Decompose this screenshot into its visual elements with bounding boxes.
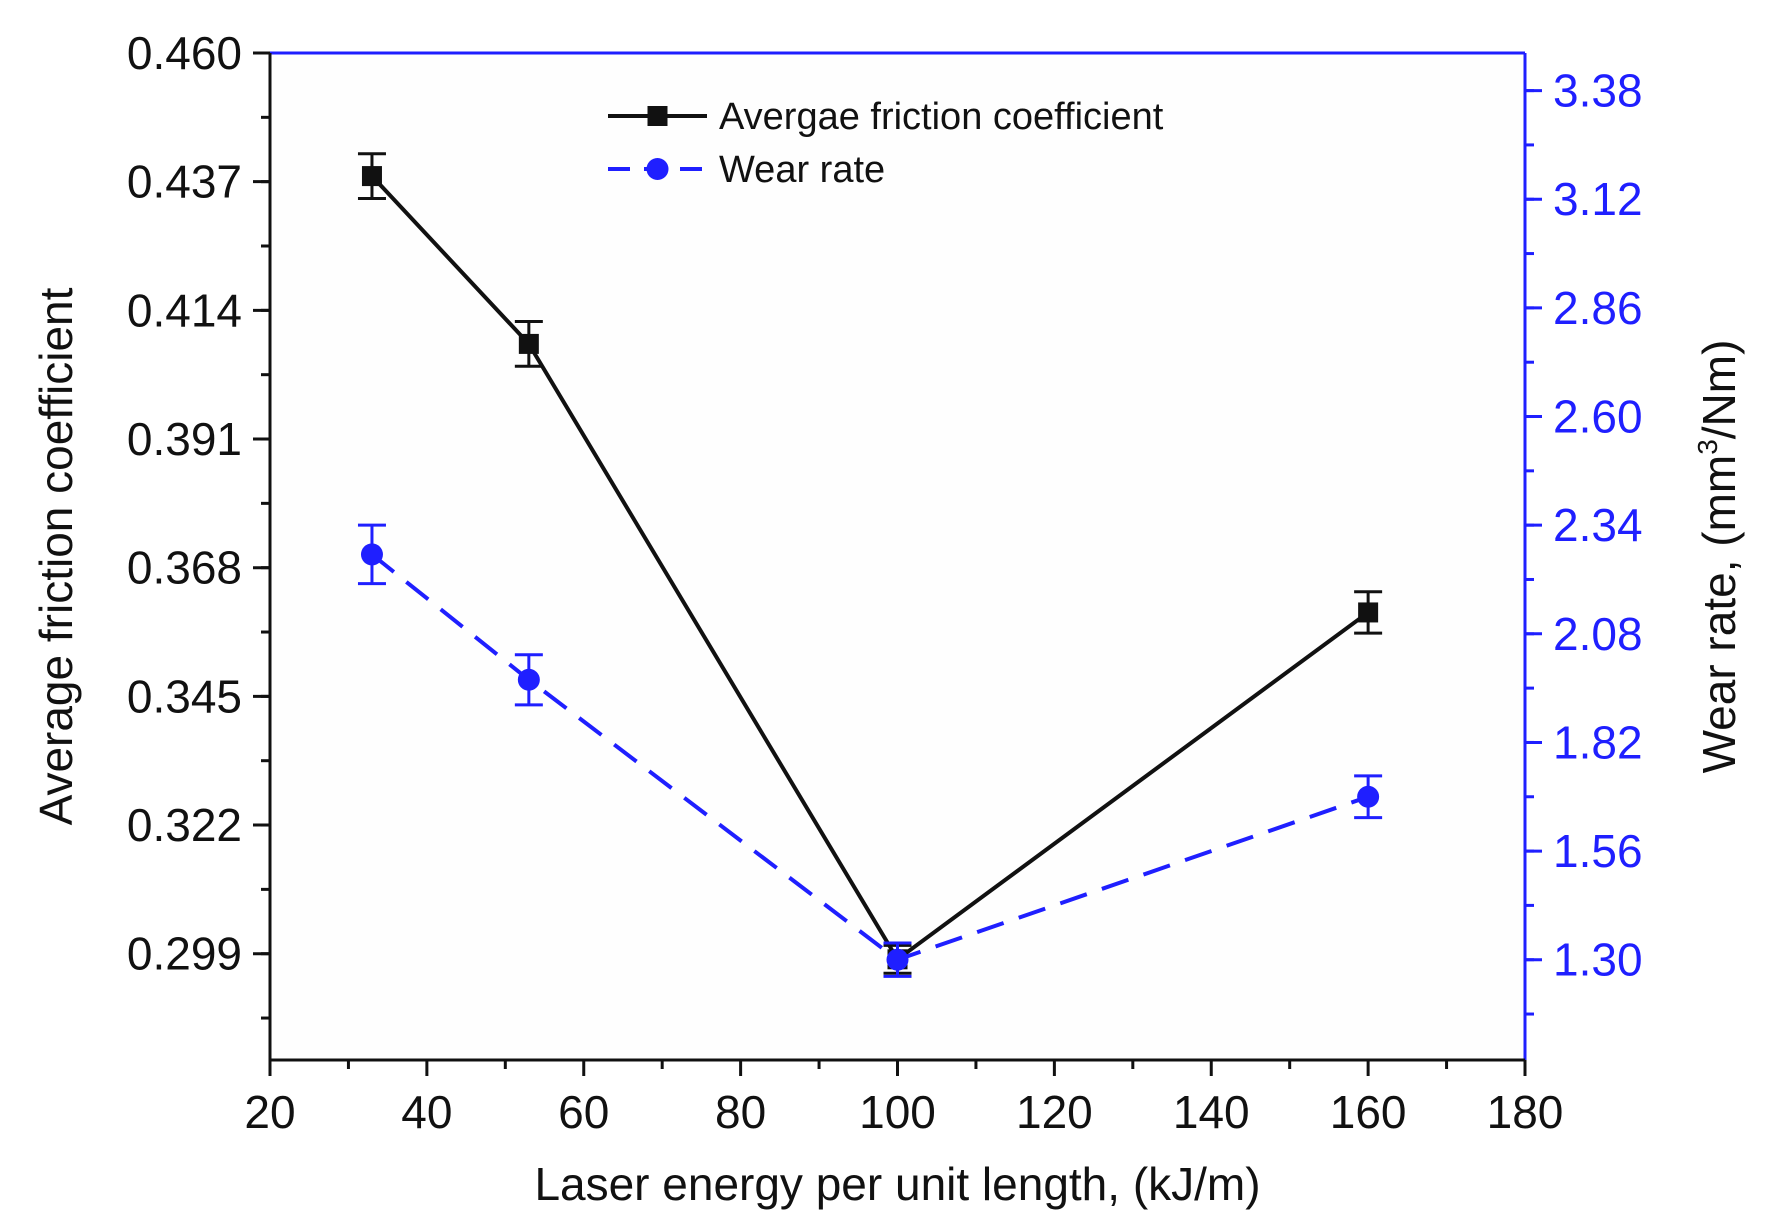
y-left-tick-label: 0.437 (127, 156, 242, 208)
x-tick-label: 160 (1330, 1086, 1407, 1138)
y-left-tick-label: 0.460 (127, 27, 242, 79)
y-right-tick-label: 1.30 (1553, 934, 1643, 986)
data-point-square (1358, 602, 1379, 623)
y-left-tick-label: 0.391 (127, 413, 242, 465)
data-point-circle (360, 543, 383, 566)
y-left-tick-label: 0.322 (127, 799, 242, 851)
series-line-0 (370, 174, 1370, 963)
x-tick-label: 60 (558, 1086, 609, 1138)
series-line-1 (370, 552, 1369, 962)
y-right-tick-label: 1.82 (1553, 716, 1643, 768)
x-tick-label: 40 (401, 1086, 452, 1138)
y-right-tick-label: 2.34 (1553, 499, 1643, 551)
x-tick-label: 140 (1173, 1086, 1250, 1138)
plot-area (270, 53, 1525, 1060)
y-right-title-superscript: 3 (1692, 439, 1723, 455)
y-left-tick-label: 0.368 (127, 542, 242, 594)
y-right-tick-label: 1.56 (1553, 825, 1643, 877)
data-point-square (361, 166, 382, 187)
x-tick-label: 180 (1487, 1086, 1564, 1138)
x-tick-label: 120 (1016, 1086, 1093, 1138)
legend-marker-square (647, 106, 668, 126)
y-right-tick-label: 3.12 (1553, 173, 1643, 225)
x-axis-title: Laser energy per unit length, (kJ/m) (534, 1158, 1260, 1210)
y-right-tick-label: 2.86 (1553, 282, 1643, 334)
y-left-tick-label: 0.345 (127, 670, 242, 722)
y-right-title-suffix: /Nm) (1693, 340, 1745, 440)
legend: Avergae friction coefficient Wear rate (608, 96, 1164, 191)
legend-label: Avergae friction coefficient (719, 96, 1164, 138)
data-point-circle (517, 668, 540, 691)
x-tick-label: 20 (244, 1086, 295, 1138)
legend-marker-circle (646, 158, 669, 180)
data-point-circle (1357, 785, 1380, 808)
y-right-title-prefix: Wear rate, (mm (1693, 455, 1745, 774)
y-left-axis-title: Average friction coefficient (30, 287, 82, 825)
y-right-axis-title: Wear rate, (mm3/Nm) (1692, 340, 1745, 774)
y-right-tick-label: 2.08 (1553, 608, 1643, 660)
y-left-tick-label: 0.299 (127, 928, 242, 980)
legend-label: Wear rate (719, 149, 885, 191)
x-tick-label: 80 (715, 1086, 766, 1138)
data-point-circle (886, 948, 909, 971)
y-right-tick-label: 3.38 (1553, 65, 1643, 117)
axes-layer: 20 40 60 80 100 120 140 160 180 0.299 0.322 0.345 0.… (127, 27, 1643, 1138)
series-layer (357, 152, 1383, 978)
y-right-tick-label: 2.60 (1553, 391, 1643, 443)
data-point-square (518, 333, 539, 354)
x-tick-label: 100 (859, 1086, 936, 1138)
y-left-tick-label: 0.414 (127, 284, 242, 336)
